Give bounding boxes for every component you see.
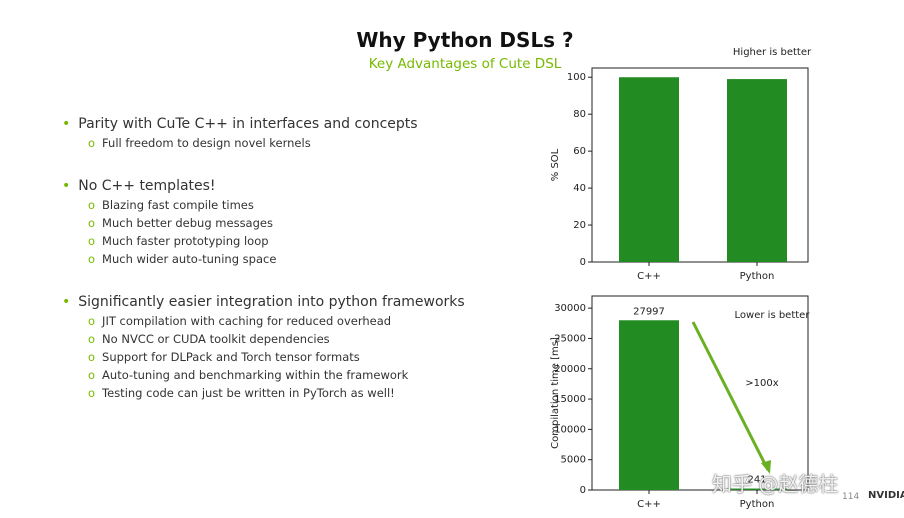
bullet: Parity with CuTe C++ in interfaces and c… [62,116,522,132]
x-tick-label: C++ [637,271,661,282]
bullet: No C++ templates! [62,178,522,194]
page-number: 114 [842,492,860,502]
sub-bullet: Support for DLPack and Torch tensor form… [88,350,522,364]
arrow-head [761,460,771,474]
watermark: 知乎 @赵德柱 [712,472,839,496]
y-tick-label: 0 [580,257,586,268]
plot-frame [591,67,809,263]
y-tick-label: 60 [573,146,586,157]
slide-subtitle: Key Advantages of Cute DSL [368,56,562,72]
y-tick-label: 0 [580,485,586,496]
sub-list: Blazing fast compile times Much better de… [88,198,522,266]
y-tick-label: 20 [573,220,586,231]
sub-bullet: Full freedom to design novel kernels [88,136,522,150]
y-tick-label: 25000 [554,333,586,344]
logo: NVIDIA [868,490,904,501]
bullet: Significantly easier integration into py… [62,294,522,310]
data-label: 27997 [633,306,665,317]
y-axis-label: Compilation time [ms] [550,337,561,449]
x-tick-label: C++ [637,499,661,510]
plot-frame [591,295,809,491]
data-label: 241 [747,475,766,486]
arrow [691,321,770,471]
bar [727,488,787,490]
bullet-list: Parity with CuTe C++ in interfaces and c… [62,116,522,428]
annotation: Higher is better [733,47,812,58]
y-tick-label: 10000 [554,424,586,435]
sub-list: Full freedom to design novel kernels [88,136,522,150]
slide-title: Why Python DSLs ? [356,28,574,52]
sub-bullet: No NVCC or CUDA toolkit dependencies [88,332,522,346]
y-tick-label: 30000 [554,303,586,314]
annotation: Lower is better [735,310,811,321]
x-tick-label: Python [740,499,775,510]
bar [619,320,679,490]
sub-bullet: JIT compilation with caching for reduced… [88,314,522,328]
sub-bullet: Testing code can just be written in PyTo… [88,386,522,400]
annotation: >100x [745,378,778,389]
y-tick-label: 20000 [554,364,586,375]
sub-bullet: Much faster prototyping loop [88,234,522,248]
x-tick-label: Python [740,271,775,282]
y-tick-label: 40 [573,183,586,194]
y-tick-label: 80 [573,109,586,120]
sub-list: JIT compilation with caching for reduced… [88,314,522,400]
sub-bullet: Much wider auto-tuning space [88,252,522,266]
bar [727,79,787,262]
bar [619,77,679,262]
sub-bullet: Blazing fast compile times [88,198,522,212]
sub-bullet: Much better debug messages [88,216,522,230]
y-tick-label: 5000 [561,455,586,466]
y-axis-label: % SOL [550,148,561,181]
sub-bullet: Auto-tuning and benchmarking within the … [88,368,522,382]
y-tick-label: 100 [567,72,586,83]
y-tick-label: 15000 [554,394,586,405]
